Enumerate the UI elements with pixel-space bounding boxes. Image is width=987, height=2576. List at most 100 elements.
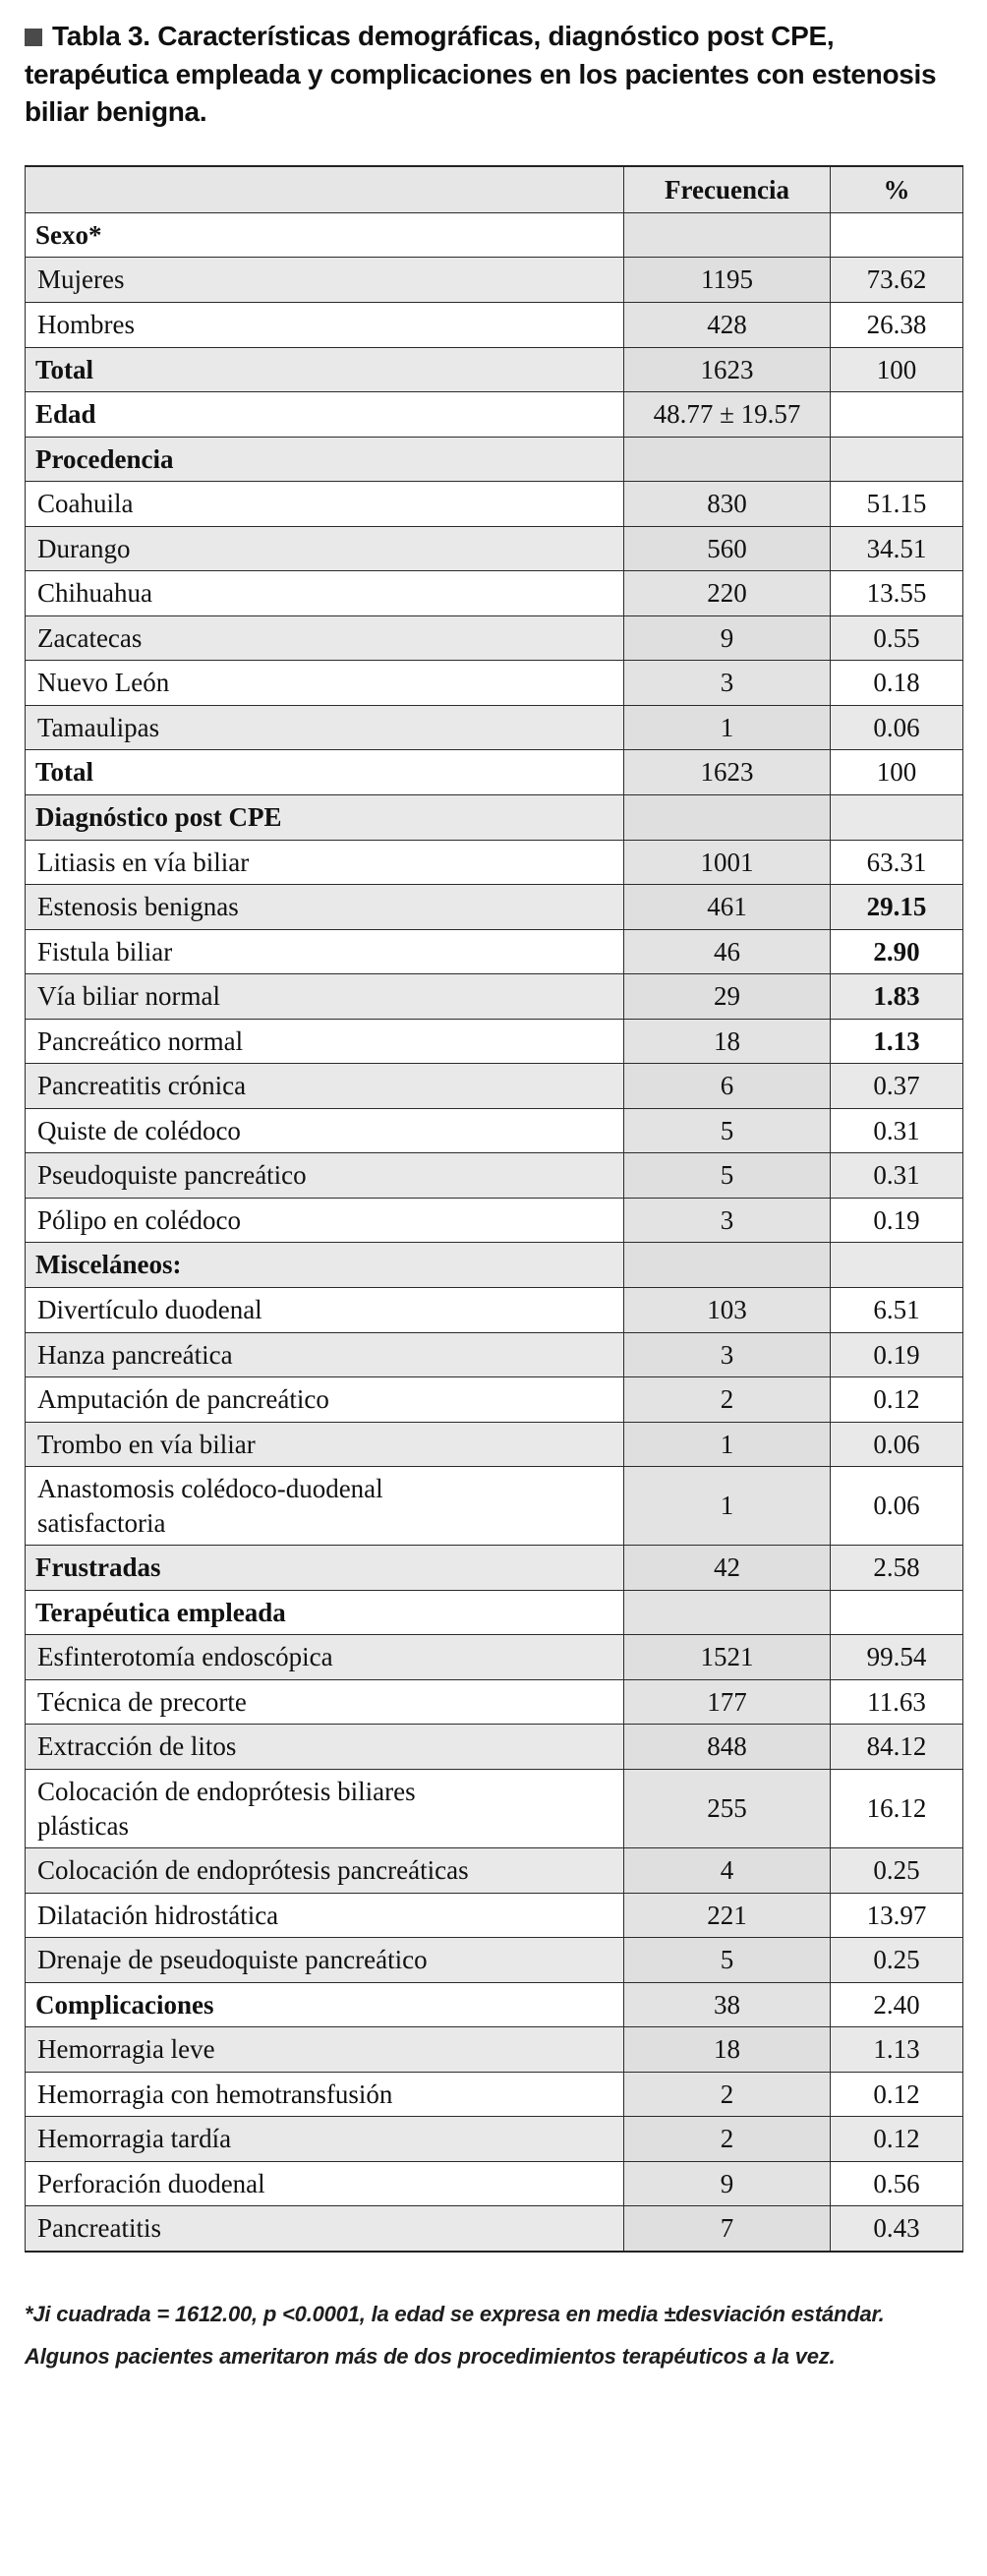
table-row: Coahuila 830 51.15 — [25, 481, 963, 527]
row-label: Terapéutica empleada — [25, 1589, 624, 1636]
freq-value — [623, 1242, 831, 1288]
freq-value: 48.77 ± 19.57 — [623, 391, 831, 438]
pct-value: 0.31 — [830, 1107, 963, 1154]
freq-value: 2 — [623, 1376, 831, 1423]
pct-value: 0.06 — [830, 1466, 963, 1547]
pct-value: 1.83 — [830, 973, 963, 1020]
header-frecuencia: Frecuencia — [623, 165, 831, 213]
table-row: Quiste de colédoco 5 0.31 — [25, 1107, 963, 1154]
table-row: Hombres 428 26.38 — [25, 301, 963, 348]
pct-value: 0.12 — [830, 2116, 963, 2162]
square-bullet-icon — [25, 29, 42, 46]
table-row: Durango 560 34.51 — [25, 525, 963, 572]
freq-value: 1 — [623, 704, 831, 751]
table-row: Total 1623 100 — [25, 749, 963, 795]
freq-value: 220 — [623, 570, 831, 616]
row-label: Pseudoquiste pancreático — [25, 1152, 624, 1199]
table-row: Colocación de endoprótesis pancreáticas 4… — [25, 1847, 963, 1894]
row-label: Pancreático normal — [25, 1018, 624, 1065]
pct-value: 26.38 — [830, 301, 963, 348]
freq-value: 46 — [623, 928, 831, 975]
row-label: Tamaulipas — [25, 704, 624, 751]
freq-value: 1001 — [623, 839, 831, 886]
pct-value: 0.25 — [830, 1847, 963, 1894]
freq-value: 7 — [623, 2205, 831, 2253]
row-label: Divertículo duodenal — [25, 1287, 624, 1333]
table-header-row: Frecuencia % — [25, 165, 963, 213]
pct-value: 0.55 — [830, 615, 963, 662]
freq-value: 1521 — [623, 1634, 831, 1680]
freq-value: 3 — [623, 1197, 831, 1244]
pct-value: 1.13 — [830, 2026, 963, 2073]
freq-value: 255 — [623, 1769, 831, 1849]
pct-value: 0.37 — [830, 1063, 963, 1109]
row-label: Drenaje de pseudoquiste pancreático — [25, 1937, 624, 1983]
pct-value — [830, 211, 963, 259]
row-label: Hemorragia con hemotransfusión — [25, 2071, 624, 2118]
row-label: Extracción de litos — [25, 1724, 624, 1771]
row-label: Mujeres — [25, 257, 624, 303]
pct-value: 0.06 — [830, 1421, 963, 1468]
pct-value: 0.25 — [830, 1937, 963, 1983]
freq-value: 3 — [623, 660, 831, 706]
header-empty-cell — [25, 165, 624, 213]
freq-value: 42 — [623, 1545, 831, 1591]
row-label: Frustradas — [25, 1545, 624, 1591]
row-label: Misceláneos: — [25, 1242, 624, 1288]
freq-value: 1623 — [623, 749, 831, 795]
freq-value: 9 — [623, 2160, 831, 2207]
table-row: Pseudoquiste pancreático 5 0.31 — [25, 1152, 963, 1199]
pct-value — [830, 1589, 963, 1636]
row-label: Hemorragia tardía — [25, 2116, 624, 2162]
table-row: Terapéutica empleada — [25, 1589, 963, 1636]
table-row: Fistula biliar 46 2.90 — [25, 928, 963, 975]
freq-value: 38 — [623, 1981, 831, 2028]
row-label: Vía biliar normal — [25, 973, 624, 1020]
freq-value: 461 — [623, 884, 831, 930]
pct-value: 0.19 — [830, 1331, 963, 1378]
freq-value: 2 — [623, 2071, 831, 2118]
table-row: Técnica de precorte 177 11.63 — [25, 1678, 963, 1726]
freq-value: 1623 — [623, 346, 831, 393]
freq-value: 18 — [623, 2026, 831, 2073]
freq-value: 4 — [623, 1847, 831, 1894]
pct-value: 100 — [830, 346, 963, 393]
pct-value: 0.18 — [830, 660, 963, 706]
row-label: Hanza pancreática — [25, 1331, 624, 1378]
freq-value — [623, 793, 831, 841]
freq-value: 9 — [623, 615, 831, 662]
row-label: Quiste de colédoco — [25, 1107, 624, 1154]
freq-value: 29 — [623, 973, 831, 1020]
table-row: Total 1623 100 — [25, 346, 963, 393]
pct-value: 29.15 — [830, 884, 963, 930]
pct-value: 16.12 — [830, 1769, 963, 1849]
table-row: Perforación duodenal 9 0.56 — [25, 2160, 963, 2207]
table-title-text: Características demográficas, diagnóstic… — [25, 21, 937, 128]
row-label: Perforación duodenal — [25, 2160, 624, 2207]
table-title: Tabla 3. Características demográficas, d… — [25, 18, 962, 132]
page: Tabla 3. Características demográficas, d… — [25, 18, 963, 2369]
pct-value: 63.31 — [830, 839, 963, 886]
table-row: Hanza pancreática 3 0.19 — [25, 1331, 963, 1378]
row-label: Procedencia — [25, 436, 624, 483]
table-row: Pancreático normal 18 1.13 — [25, 1018, 963, 1065]
pct-value: 51.15 — [830, 481, 963, 527]
pct-value: 0.12 — [830, 2071, 963, 2118]
table-row: Vía biliar normal 29 1.83 — [25, 973, 963, 1020]
row-label: Colocación de endoprótesis pancreáticas — [25, 1847, 624, 1894]
freq-value: 1 — [623, 1466, 831, 1547]
table-row: Estenosis benignas 461 29.15 — [25, 884, 963, 930]
row-label: Estenosis benignas — [25, 884, 624, 930]
table-row: Litiasis en vía biliar 1001 63.31 — [25, 839, 963, 886]
freq-value: 221 — [623, 1892, 831, 1939]
freq-value — [623, 436, 831, 483]
pct-value: 2.58 — [830, 1545, 963, 1591]
pct-value — [830, 1242, 963, 1288]
row-label: Pancreatitis crónica — [25, 1063, 624, 1109]
table-row: Nuevo León 3 0.18 — [25, 660, 963, 706]
table-row: Hemorragia tardía 2 0.12 — [25, 2116, 963, 2162]
table-row: Edad 48.77 ± 19.57 — [25, 391, 963, 438]
freq-value: 103 — [623, 1287, 831, 1333]
row-label: Hemorragia leve — [25, 2026, 624, 2073]
row-label: Dilatación hidrostática — [25, 1892, 624, 1939]
